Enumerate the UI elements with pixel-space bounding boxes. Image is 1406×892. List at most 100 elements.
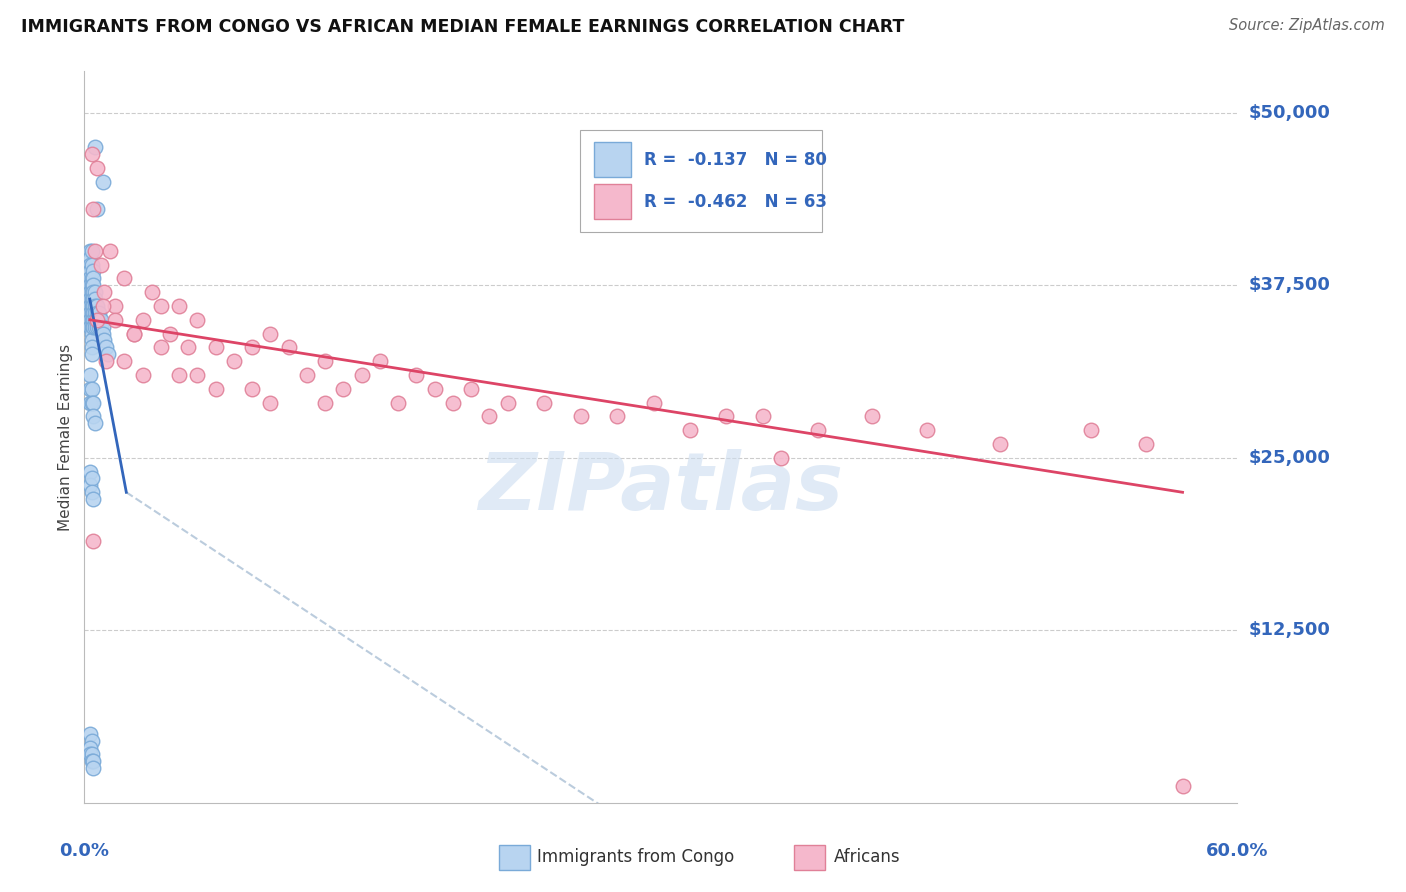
Point bbox=[679, 423, 702, 437]
Point bbox=[82, 761, 104, 775]
Point bbox=[79, 306, 101, 320]
Point bbox=[86, 312, 108, 326]
Point bbox=[80, 485, 103, 500]
Point bbox=[91, 175, 114, 189]
Point bbox=[80, 382, 103, 396]
Point bbox=[80, 319, 103, 334]
Point bbox=[132, 312, 155, 326]
Point bbox=[93, 285, 115, 300]
Point bbox=[277, 340, 299, 354]
Point bbox=[79, 465, 101, 479]
Point bbox=[368, 354, 391, 368]
Point bbox=[350, 368, 373, 382]
Point bbox=[82, 395, 104, 409]
Point bbox=[167, 368, 190, 382]
Point bbox=[90, 312, 112, 326]
Point bbox=[79, 478, 101, 492]
Point bbox=[496, 395, 519, 409]
Point bbox=[80, 312, 103, 326]
Point bbox=[82, 319, 104, 334]
Point bbox=[80, 292, 103, 306]
Point bbox=[79, 278, 101, 293]
Point bbox=[770, 450, 793, 465]
Point bbox=[177, 340, 200, 354]
Point bbox=[1171, 779, 1194, 793]
Point bbox=[82, 299, 104, 313]
Point bbox=[79, 251, 101, 265]
Text: 60.0%: 60.0% bbox=[1206, 842, 1268, 860]
Point bbox=[90, 258, 112, 272]
Point bbox=[80, 271, 103, 285]
Text: R =  -0.462   N = 63: R = -0.462 N = 63 bbox=[644, 193, 827, 211]
Point bbox=[86, 306, 108, 320]
Point bbox=[84, 292, 107, 306]
Point bbox=[82, 312, 104, 326]
Point bbox=[84, 319, 107, 334]
Point bbox=[79, 258, 101, 272]
Point bbox=[91, 299, 114, 313]
Point bbox=[423, 382, 446, 396]
Point bbox=[80, 258, 103, 272]
Point bbox=[141, 285, 163, 300]
Text: $25,000: $25,000 bbox=[1249, 449, 1330, 467]
Point bbox=[204, 382, 226, 396]
Point bbox=[533, 395, 555, 409]
Point bbox=[87, 306, 110, 320]
Point bbox=[82, 492, 104, 507]
Point bbox=[478, 409, 501, 424]
Point bbox=[90, 319, 112, 334]
Point bbox=[149, 340, 172, 354]
Point bbox=[314, 395, 336, 409]
Point bbox=[86, 299, 108, 313]
Point bbox=[405, 368, 427, 382]
Point bbox=[82, 755, 104, 769]
Point bbox=[314, 354, 336, 368]
Point bbox=[80, 347, 103, 361]
Point bbox=[606, 409, 628, 424]
Point bbox=[79, 740, 101, 755]
Point bbox=[84, 299, 107, 313]
Point bbox=[259, 326, 281, 341]
Point bbox=[86, 202, 108, 217]
Point bbox=[80, 244, 103, 258]
Text: $50,000: $50,000 bbox=[1249, 103, 1330, 122]
Point bbox=[84, 244, 107, 258]
Text: $37,500: $37,500 bbox=[1249, 277, 1330, 294]
Point bbox=[80, 147, 103, 161]
Point bbox=[716, 409, 738, 424]
Point bbox=[86, 161, 108, 175]
Point bbox=[96, 354, 118, 368]
Point bbox=[82, 409, 104, 424]
Y-axis label: Median Female Earnings: Median Female Earnings bbox=[58, 343, 73, 531]
Point bbox=[82, 278, 104, 293]
Point bbox=[167, 299, 190, 313]
Point bbox=[86, 312, 108, 326]
Point bbox=[80, 299, 103, 313]
Text: Source: ZipAtlas.com: Source: ZipAtlas.com bbox=[1229, 18, 1385, 33]
Point bbox=[204, 340, 226, 354]
Text: 0.0%: 0.0% bbox=[59, 842, 110, 860]
Point bbox=[80, 326, 103, 341]
Point bbox=[79, 727, 101, 741]
Point bbox=[132, 368, 155, 382]
Point bbox=[752, 409, 775, 424]
Point bbox=[87, 319, 110, 334]
Point bbox=[82, 271, 104, 285]
Point bbox=[79, 285, 101, 300]
Point bbox=[114, 271, 136, 285]
Point bbox=[104, 312, 127, 326]
Point bbox=[79, 395, 101, 409]
Point bbox=[295, 368, 318, 382]
Point bbox=[387, 395, 409, 409]
Point bbox=[79, 271, 101, 285]
FancyBboxPatch shape bbox=[581, 130, 823, 232]
Point bbox=[79, 244, 101, 258]
Point bbox=[93, 334, 115, 348]
Point bbox=[80, 747, 103, 762]
Point bbox=[84, 140, 107, 154]
Point bbox=[643, 395, 665, 409]
Point bbox=[80, 334, 103, 348]
Point bbox=[80, 278, 103, 293]
Point bbox=[82, 292, 104, 306]
Point bbox=[79, 264, 101, 278]
